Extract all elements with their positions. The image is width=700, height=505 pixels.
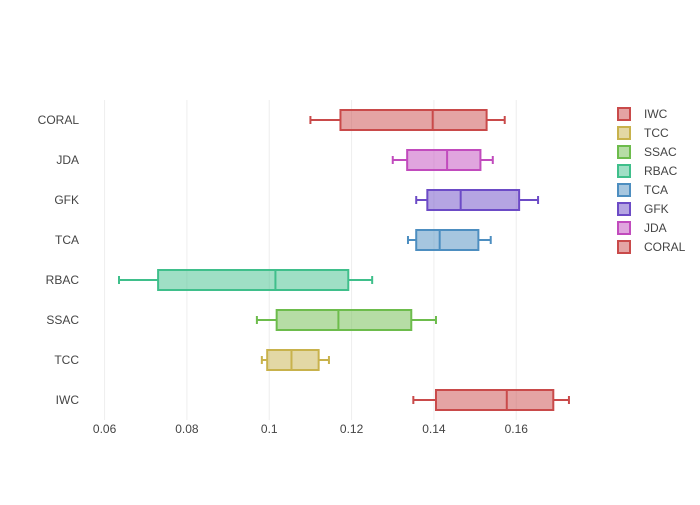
y-tick-label: GFK bbox=[54, 193, 79, 207]
box-iqr bbox=[339, 109, 488, 131]
box-iqr bbox=[406, 149, 482, 171]
box-tcc[interactable] bbox=[260, 349, 330, 371]
box-rbac[interactable] bbox=[117, 269, 374, 291]
legend-item-tcc[interactable]: TCC bbox=[617, 126, 669, 140]
legend-label: JDA bbox=[644, 221, 667, 235]
legend-item-jda[interactable]: JDA bbox=[617, 221, 667, 235]
x-tick-label: 0.06 bbox=[93, 422, 117, 436]
box-tca[interactable] bbox=[406, 229, 492, 251]
box-jda[interactable] bbox=[391, 149, 494, 171]
legend-swatch bbox=[617, 202, 631, 216]
x-tick-layer: 0.06 0.08 0.1 0.12 0.14 0.16 bbox=[93, 422, 528, 436]
legend-label: TCA bbox=[644, 183, 668, 197]
y-tick-layer: IWC TCC SSAC RBAC TCA GFK JDA CORAL bbox=[38, 113, 80, 407]
y-tick-label: SSAC bbox=[46, 313, 79, 327]
box-layer bbox=[117, 109, 570, 411]
legend-swatch bbox=[617, 145, 631, 159]
legend-swatch bbox=[617, 240, 631, 254]
legend-swatch bbox=[617, 126, 631, 140]
legend-label: SSAC bbox=[644, 145, 677, 159]
y-tick-label: TCC bbox=[54, 353, 79, 367]
legend-item-coral[interactable]: CORAL bbox=[617, 240, 686, 254]
x-tick-label: 0.08 bbox=[175, 422, 199, 436]
box-gfk[interactable] bbox=[415, 189, 540, 211]
y-tick-label: TCA bbox=[55, 233, 79, 247]
box-iqr bbox=[275, 309, 413, 331]
legend-swatch bbox=[617, 107, 631, 121]
legend-swatch bbox=[617, 164, 631, 178]
legend-label: GFK bbox=[644, 202, 669, 216]
legend-item-ssac[interactable]: SSAC bbox=[617, 145, 677, 159]
box-coral[interactable] bbox=[309, 109, 506, 131]
legend-item-tca[interactable]: TCA bbox=[617, 183, 668, 197]
box-iqr bbox=[434, 389, 555, 411]
legend-label: IWC bbox=[644, 107, 668, 121]
y-tick-label: CORAL bbox=[38, 113, 80, 127]
legend-item-iwc[interactable]: IWC bbox=[617, 107, 668, 121]
box-iqr bbox=[266, 349, 320, 371]
legend-swatch bbox=[617, 183, 631, 197]
box-iqr bbox=[157, 269, 350, 291]
legend-label: TCC bbox=[644, 126, 669, 140]
box-iwc[interactable] bbox=[412, 389, 570, 411]
legend-item-rbac[interactable]: RBAC bbox=[617, 164, 678, 178]
x-tick-label: 0.12 bbox=[340, 422, 364, 436]
box-iqr bbox=[415, 229, 480, 251]
legend-label: CORAL bbox=[644, 240, 686, 254]
box-ssac[interactable] bbox=[255, 309, 437, 331]
y-tick-label: RBAC bbox=[46, 273, 80, 287]
x-tick-label: 0.1 bbox=[261, 422, 278, 436]
y-tick-label: JDA bbox=[56, 153, 79, 167]
x-tick-label: 0.14 bbox=[422, 422, 446, 436]
x-tick-label: 0.16 bbox=[505, 422, 529, 436]
legend-label: RBAC bbox=[644, 164, 678, 178]
box-iqr bbox=[426, 189, 521, 211]
legend: IWC TCC SSAC RBAC TCA GFK JDA CORAL bbox=[617, 107, 686, 254]
grid-layer bbox=[104, 100, 517, 420]
legend-item-gfk[interactable]: GFK bbox=[617, 202, 669, 216]
y-tick-label: IWC bbox=[56, 393, 80, 407]
legend-swatch bbox=[617, 221, 631, 235]
